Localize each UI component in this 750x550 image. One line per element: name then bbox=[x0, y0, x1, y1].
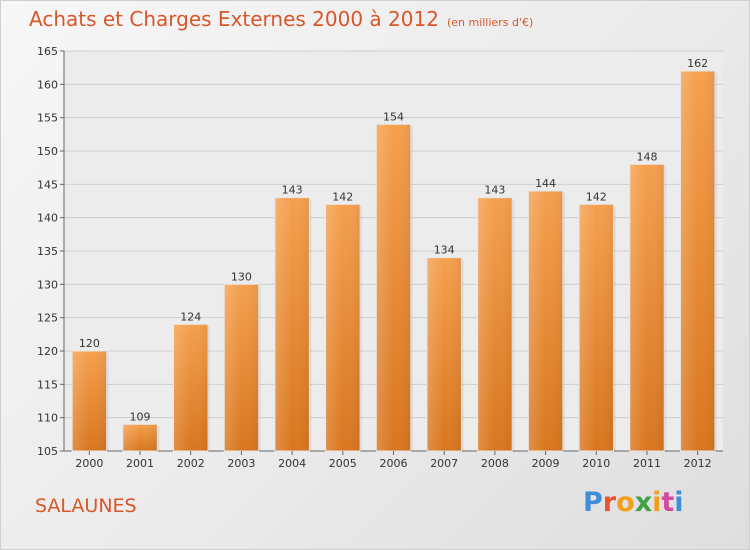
bar-highlight bbox=[325, 204, 361, 451]
bar-highlight bbox=[579, 204, 614, 451]
data-label: 143 bbox=[282, 184, 303, 197]
bar-highlight bbox=[680, 71, 715, 451]
y-tick-label: 130 bbox=[37, 278, 58, 291]
x-tick-label: 2008 bbox=[481, 457, 509, 470]
x-tick-label: 2005 bbox=[329, 457, 357, 470]
x-tick-label: 2006 bbox=[380, 457, 408, 470]
bar-highlight bbox=[629, 164, 665, 452]
y-tick-label: 105 bbox=[37, 445, 58, 458]
bar-highlight bbox=[376, 124, 411, 451]
commune-name: SALAUNES bbox=[35, 495, 137, 517]
x-tick-label: 2002 bbox=[177, 457, 205, 470]
y-tick-label: 155 bbox=[37, 112, 58, 125]
data-label: 148 bbox=[636, 150, 657, 163]
y-tick-label: 125 bbox=[37, 312, 58, 325]
y-tick-label: 160 bbox=[37, 78, 58, 91]
chart-unit: (en milliers d'€) bbox=[446, 16, 534, 29]
logo-letter: r bbox=[602, 487, 617, 518]
bar-highlight bbox=[72, 351, 107, 451]
bar-highlight bbox=[528, 191, 563, 451]
x-tick-label: 2012 bbox=[684, 457, 712, 470]
data-label: 124 bbox=[180, 310, 201, 323]
y-tick-label: 110 bbox=[37, 412, 58, 425]
logo-letter: i bbox=[674, 487, 684, 518]
data-label: 162 bbox=[687, 57, 708, 70]
y-tick-label: 135 bbox=[37, 245, 58, 258]
data-label: 130 bbox=[231, 270, 252, 283]
logo-letter: t bbox=[661, 487, 675, 518]
x-tick-label: 2000 bbox=[75, 457, 103, 470]
data-label: 143 bbox=[484, 184, 505, 197]
data-label: 134 bbox=[434, 244, 455, 257]
logo-letter: P bbox=[583, 487, 603, 518]
x-tick-label: 2007 bbox=[430, 457, 458, 470]
y-tick-label: 115 bbox=[37, 378, 58, 391]
bar-highlight bbox=[274, 197, 310, 451]
data-label: 120 bbox=[79, 337, 100, 350]
y-tick-label: 120 bbox=[37, 345, 58, 358]
y-tick-label: 150 bbox=[37, 145, 58, 158]
bar-highlight bbox=[122, 424, 158, 451]
bar-highlight bbox=[173, 324, 208, 451]
y-tick-label: 140 bbox=[37, 212, 58, 225]
data-label: 144 bbox=[535, 177, 556, 190]
x-tick-label: 2003 bbox=[227, 457, 255, 470]
x-tick-label: 2004 bbox=[278, 457, 306, 470]
bar-highlight bbox=[426, 257, 462, 451]
data-label: 142 bbox=[586, 190, 607, 203]
y-tick-label: 165 bbox=[37, 45, 58, 58]
x-tick-label: 2001 bbox=[126, 457, 154, 470]
data-label: 109 bbox=[130, 410, 151, 423]
bar-highlight bbox=[477, 197, 513, 451]
y-tick-label: 145 bbox=[37, 178, 58, 191]
logo-letter: i bbox=[652, 487, 662, 518]
x-tick-label: 2011 bbox=[633, 457, 661, 470]
chart-title-text: Achats et Charges Externes 2000 à 2012 bbox=[29, 7, 439, 31]
data-label: 142 bbox=[332, 190, 353, 203]
chart-title: Achats et Charges Externes 2000 à 2012 (e… bbox=[29, 7, 533, 31]
logo-letter: o bbox=[616, 487, 635, 518]
logo-letter: x bbox=[634, 487, 653, 518]
x-tick-label: 2010 bbox=[582, 457, 610, 470]
x-tick-label: 2009 bbox=[532, 457, 560, 470]
bar-highlight bbox=[224, 284, 259, 451]
proxiti-logo: Proxiti bbox=[583, 487, 684, 518]
data-label: 154 bbox=[383, 110, 404, 123]
